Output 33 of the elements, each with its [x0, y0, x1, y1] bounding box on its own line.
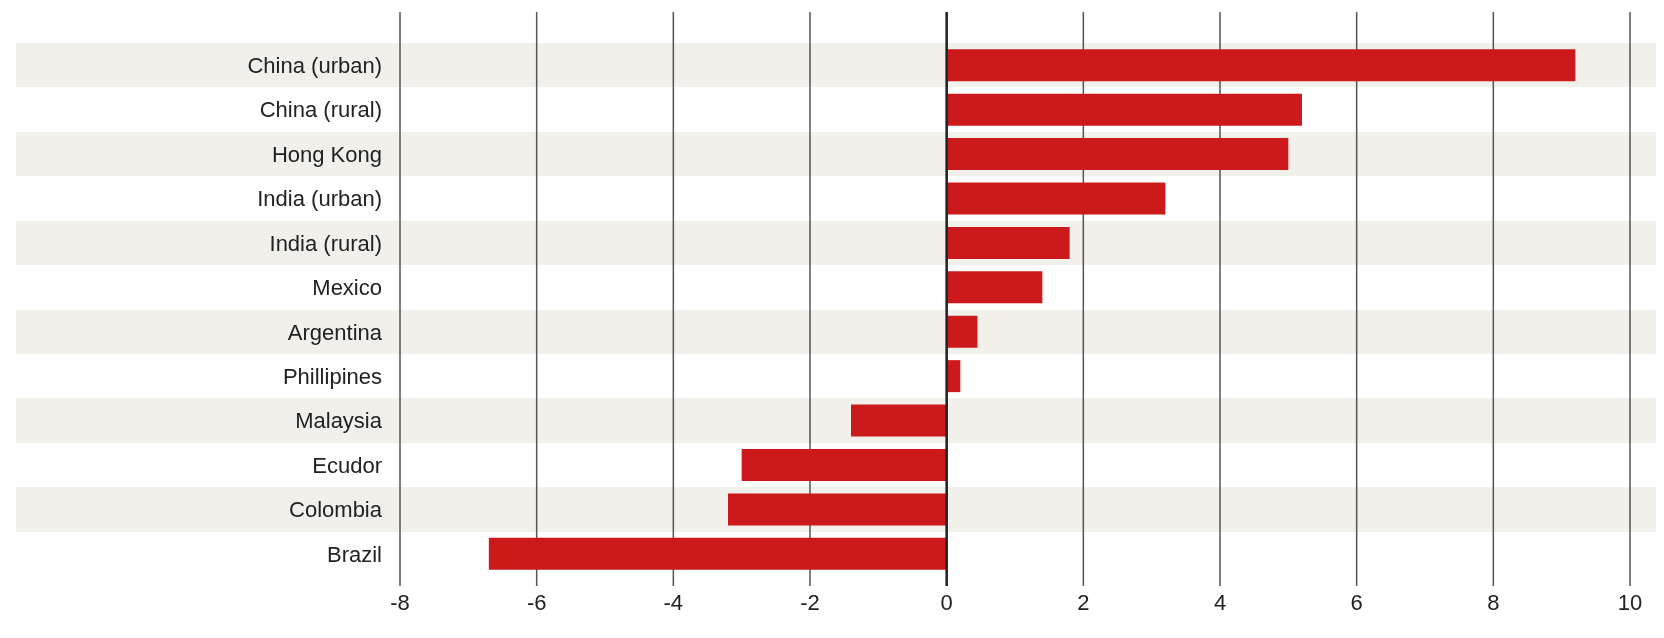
x-tick-label: 4	[1213, 589, 1227, 615]
y-tick-label: Hong Kong	[271, 141, 382, 167]
y-tick-label: India (urban)	[257, 186, 382, 212]
x-tick-label: -4	[663, 589, 684, 615]
bar	[488, 537, 947, 570]
x-tick-label: -8	[390, 589, 410, 615]
y-tick-label: Argentina	[287, 319, 383, 345]
y-tick-label: China (urban)	[247, 53, 382, 79]
bar	[946, 182, 1166, 215]
y-tick-label: Mexico	[312, 275, 382, 301]
bar	[851, 404, 947, 437]
y-tick-label: China (rural)	[259, 97, 382, 123]
x-tick-label: 10	[1617, 589, 1643, 615]
bar	[946, 93, 1302, 126]
x-tick-label: 6	[1350, 589, 1363, 615]
y-tick-label: India (rural)	[269, 230, 382, 256]
bar	[728, 493, 947, 526]
x-tick-label: -2	[800, 589, 820, 615]
x-tick-label: 2	[1077, 589, 1090, 615]
y-tick-label: Colombia	[289, 497, 383, 523]
y-tick-label: Malaysia	[295, 408, 383, 434]
x-tick-label: 8	[1487, 589, 1500, 615]
bar	[946, 138, 1289, 171]
bar	[946, 226, 1070, 259]
y-tick-label: Brazil	[326, 541, 382, 567]
bar	[946, 271, 1043, 304]
bar	[946, 49, 1576, 82]
y-tick-label: Ecudor	[312, 452, 382, 478]
bar	[946, 315, 978, 348]
x-tick-label: 0	[940, 589, 953, 615]
bar	[741, 448, 947, 481]
x-tick-label: -6	[526, 589, 547, 615]
y-tick-label: Phillipines	[282, 363, 382, 389]
